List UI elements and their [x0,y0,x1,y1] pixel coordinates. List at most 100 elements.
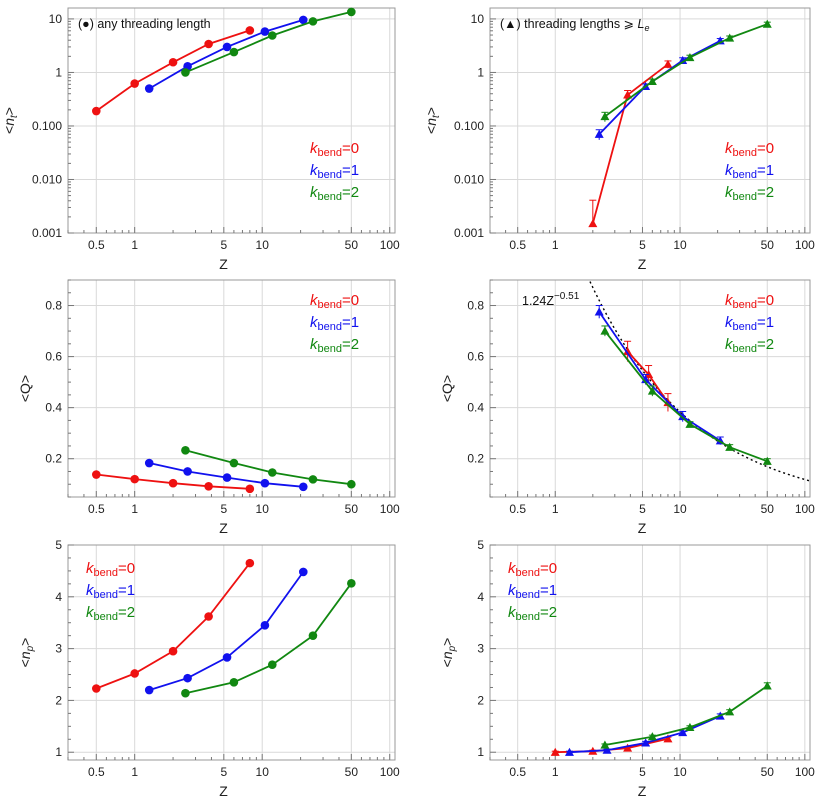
y-tick-label: 3 [55,642,62,656]
data-point [267,468,277,477]
y-tick-label: 2 [477,693,484,707]
y-axis-label: <Q> [17,375,33,402]
data-point [267,660,277,669]
legend-entry-0: kbend=0 [86,560,135,579]
data-point [168,57,178,67]
data-point [678,728,688,737]
series-k-bend-1 [144,458,308,492]
data-point [550,747,560,756]
plot-frame [489,7,811,234]
data-point [204,481,213,491]
y-tick-label: 0.100 [32,119,62,133]
legend-entry-2: kbend=2 [725,336,774,355]
x-tick-label: 1 [131,238,138,252]
data-point [298,15,308,25]
data-point [725,707,735,716]
data-point [260,27,270,36]
x-tick-label: 50 [345,238,359,252]
data-point [602,745,612,754]
data-point [588,219,598,228]
y-tick-label: 5 [55,538,62,552]
x-tick-label: 100 [795,238,815,252]
data-point [725,33,735,42]
y-tick-label: 0.2 [467,452,484,466]
data-point [647,386,657,395]
series-k-bend-0 [588,59,673,228]
x-tick-label: 100 [795,765,815,779]
data-point [347,7,356,17]
y-tick-label: 4 [477,590,484,604]
x-tick-label: 5 [220,238,227,252]
series-k-bend-2 [181,445,356,489]
x-tick-label: 0.5 [509,502,526,516]
data-point [685,419,695,428]
x-tick-label: 5 [220,765,227,779]
x-tick-label: 5 [639,765,646,779]
y-tick-label: 4 [55,590,62,604]
data-point [229,458,239,468]
plot-frame [67,544,396,761]
series-k-bend-2 [600,19,772,122]
legend-entry-2: kbend=2 [508,604,557,623]
x-tick-label: 0.5 [88,765,105,779]
series-line [95,29,251,112]
data-point [678,55,688,64]
data-point [678,412,688,421]
series-line [569,715,721,754]
series-k-bend-1 [564,711,725,756]
data-point [685,722,695,731]
plot-frame [67,279,396,498]
data-point [647,732,657,741]
y-axis-label: <np> [439,638,458,668]
panel-title: (▲) threading lengths ⩾ Le [500,17,649,33]
x-tick-label: 1 [131,765,138,779]
data-point [308,631,318,640]
data-point [663,734,673,743]
legend-entry-1: kbend=1 [725,314,774,333]
series-k-bend-1 [594,36,725,140]
data-point [623,90,633,99]
x-tick-label: 1 [131,502,138,516]
data-point [204,39,213,49]
y-tick-label: 0.6 [45,350,62,364]
x-tick-label: 50 [345,765,359,779]
data-point [183,673,192,683]
legend-entry-2: kbend=2 [310,336,359,355]
x-tick-label: 10 [256,238,270,252]
x-tick-label: 100 [380,502,400,516]
y-tick-label: 0.2 [45,452,62,466]
x-tick-label: 10 [673,765,687,779]
x-tick-label: 10 [256,765,270,779]
series-k-bend-0 [91,26,255,116]
series-line [148,571,305,691]
data-point [600,740,610,749]
data-point [229,47,239,57]
data-point [762,681,772,690]
x-tick-label: 0.5 [88,502,105,516]
data-point [762,456,772,465]
data-point [183,467,192,476]
y-axis-label: <nt> [1,107,20,134]
legend-entry-1: kbend=1 [310,314,359,333]
x-tick-label: 10 [673,238,687,252]
y-tick-label: 0.010 [454,172,484,186]
series-k-bend-0 [91,470,255,494]
legend-entry-2: kbend=2 [725,184,774,203]
data-point [623,346,633,356]
x-tick-label: 5 [639,238,646,252]
x-tick-label: 10 [256,502,270,516]
y-tick-label: 0.8 [45,299,62,313]
y-tick-label: 0.010 [32,172,62,186]
data-point [222,473,232,482]
data-point [685,53,695,62]
fit-annotation: 1.24Z−0.51 [522,291,580,308]
x-tick-label: 1 [552,502,559,516]
y-tick-label: 2 [55,693,62,707]
legend-entry-0: kbend=0 [725,140,774,159]
x-tick-label: 50 [345,502,359,516]
data-point [308,475,318,484]
fit-curve [589,281,810,482]
y-tick-label: 10 [471,12,485,26]
data-point [762,19,772,28]
data-point [91,106,101,116]
